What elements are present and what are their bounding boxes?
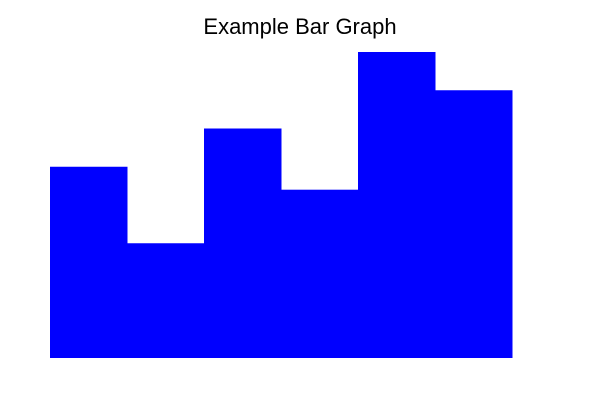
bar-5 <box>358 52 436 358</box>
bars-group <box>50 52 513 358</box>
bar-6 <box>435 90 513 358</box>
chart-title: Example Bar Graph <box>203 14 396 39</box>
bar-2 <box>127 243 205 358</box>
bar-3 <box>204 128 282 358</box>
bar-4 <box>281 189 359 358</box>
bar-1 <box>50 166 128 358</box>
